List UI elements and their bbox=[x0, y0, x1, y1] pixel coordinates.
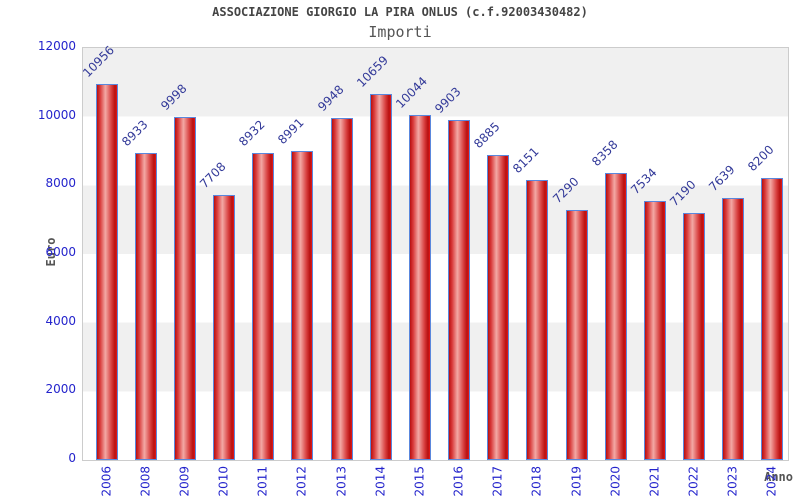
bar-value-label: 8991 bbox=[275, 115, 307, 147]
x-tick-label: 2023 bbox=[725, 465, 740, 497]
bar-2023 bbox=[722, 198, 744, 460]
bar-value-label: 7534 bbox=[628, 165, 660, 197]
x-tick-label: 2010 bbox=[216, 465, 231, 497]
bar-2019 bbox=[566, 210, 588, 460]
bar-value-label: 10659 bbox=[354, 53, 392, 90]
x-tick-label: 2024 bbox=[764, 465, 779, 497]
bar-2013 bbox=[331, 118, 353, 460]
x-tick-label: 2011 bbox=[255, 465, 270, 497]
bar-2020 bbox=[605, 173, 627, 460]
bar-value-label: 7190 bbox=[667, 177, 699, 209]
chart-title: ASSOCIAZIONE GIORGIO LA PIRA ONLUS (c.f.… bbox=[212, 5, 588, 19]
y-tick-label: 12000 bbox=[37, 39, 76, 53]
y-tick-label: 4000 bbox=[45, 313, 76, 328]
bar-value-label: 8932 bbox=[236, 117, 268, 149]
bar-2008 bbox=[135, 153, 157, 460]
plot-area: 10956 8933 9998 7708 8932 8991 9948 10659 10044 9… bbox=[80, 43, 789, 461]
bar-2021 bbox=[644, 201, 666, 460]
x-tick-label: 2020 bbox=[608, 465, 623, 497]
bar-2015 bbox=[409, 115, 431, 460]
x-tick-label: 2013 bbox=[334, 465, 349, 497]
bar-value-label: 10044 bbox=[393, 74, 431, 111]
bar-value-label: 8200 bbox=[745, 142, 777, 174]
bar-value-label: 8933 bbox=[119, 117, 151, 149]
y-tick-label: 10000 bbox=[37, 107, 76, 122]
x-tick-label: 2022 bbox=[686, 465, 701, 497]
x-tick-label: 2009 bbox=[177, 465, 192, 497]
x-tick-label: 2018 bbox=[529, 465, 544, 497]
y-axis: 0 2000 4000 6000 8000 10000 12000 bbox=[0, 39, 76, 465]
bar-2012 bbox=[291, 151, 313, 460]
bar-value-label: 8151 bbox=[510, 144, 542, 176]
bar-2009 bbox=[174, 117, 196, 460]
bar-value-label: 10956 bbox=[80, 43, 118, 80]
bar-value-label: 9998 bbox=[158, 81, 190, 113]
bar-2011 bbox=[252, 153, 274, 460]
bar-2010 bbox=[213, 195, 235, 460]
y-tick-label: 8000 bbox=[45, 176, 76, 191]
x-tick-label: 2017 bbox=[490, 465, 505, 497]
x-tick-label: 2021 bbox=[647, 465, 662, 497]
x-tick-label: 2006 bbox=[99, 465, 114, 497]
bar-value-label: 7639 bbox=[706, 162, 738, 194]
x-tick-label: 2019 bbox=[569, 465, 584, 497]
bar-value-label: 7290 bbox=[550, 174, 582, 206]
bar-value-label: 9903 bbox=[432, 84, 464, 116]
bar-2006 bbox=[96, 84, 118, 460]
x-tick-label: 2014 bbox=[373, 465, 388, 497]
bar-2014 bbox=[370, 94, 392, 460]
x-tick-label: 2012 bbox=[294, 465, 309, 497]
x-axis-title: Anno bbox=[764, 470, 793, 484]
x-axis: 2006 2008 2009 2010 2011 2012 2013 2014 2015 2016… bbox=[82, 459, 787, 500]
bar-value-label: 8358 bbox=[589, 137, 621, 169]
bar-2024 bbox=[761, 178, 783, 460]
bar-value-label: 9948 bbox=[315, 82, 347, 114]
x-tick-label: 2016 bbox=[451, 465, 466, 497]
chart-subtitle: Importi bbox=[368, 23, 432, 41]
bar-2018 bbox=[526, 180, 548, 460]
y-tick-label: 0 bbox=[68, 451, 76, 465]
bar-value-label: 7708 bbox=[197, 159, 229, 191]
bar-value-label: 8885 bbox=[471, 119, 503, 151]
bar-2017 bbox=[487, 155, 509, 460]
bar-2016 bbox=[448, 120, 470, 460]
y-tick-label: 6000 bbox=[45, 245, 76, 259]
bar-2022 bbox=[683, 213, 705, 460]
x-tick-label: 2015 bbox=[412, 465, 427, 497]
x-tick-label: 2008 bbox=[138, 465, 153, 497]
y-tick-label: 2000 bbox=[45, 382, 76, 397]
